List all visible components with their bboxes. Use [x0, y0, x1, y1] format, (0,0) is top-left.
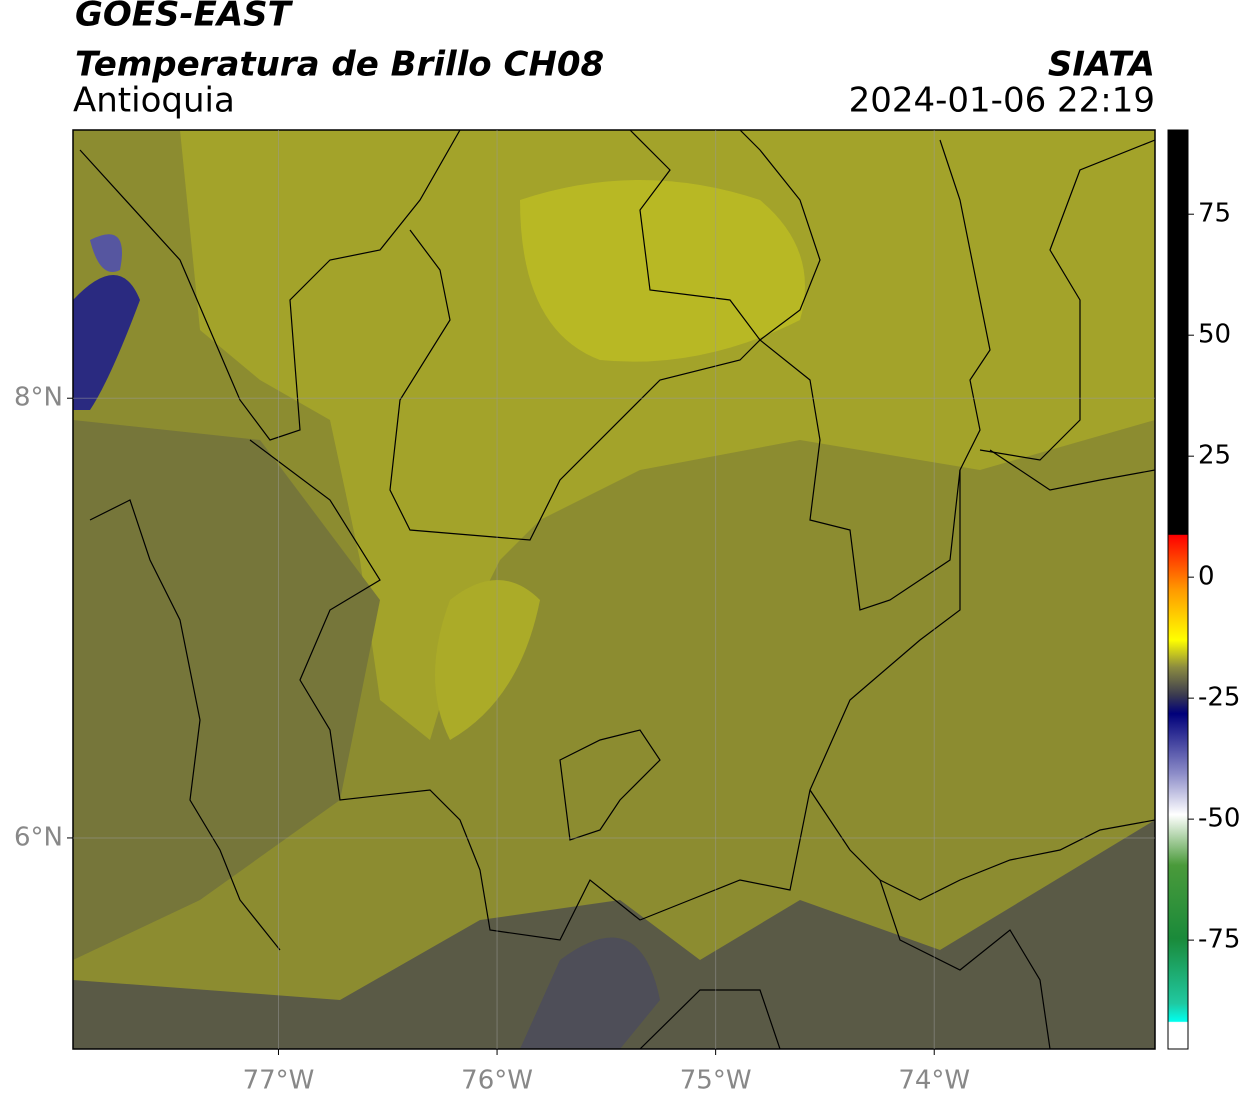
- colorbar-tick-label: -75: [1198, 925, 1240, 955]
- colorbar: [1167, 129, 1189, 1050]
- colorbar-tick-label: 25: [1198, 441, 1231, 471]
- borders: [79, 130, 1155, 1049]
- x-tick-label: 74°W: [898, 1066, 970, 1096]
- x-tick-label: 77°W: [243, 1066, 315, 1096]
- region: Antioquia: [73, 81, 235, 121]
- map-frame: [72, 129, 1156, 1050]
- cold-area: [73, 820, 1155, 1049]
- datetime: 2024-01-06 22:19: [849, 81, 1155, 121]
- y-tick-label: 8°N: [14, 383, 63, 413]
- cool-area: [73, 420, 380, 960]
- colorbar-tick-label: 50: [1198, 320, 1231, 350]
- border: [629, 130, 991, 611]
- very-cold-area: [73, 275, 140, 410]
- colorbar-tick-label: 0: [1198, 562, 1215, 592]
- very-cold-area: [90, 234, 122, 272]
- warm-area: [180, 130, 1155, 740]
- border: [809, 789, 1155, 901]
- border: [639, 879, 1051, 1049]
- border: [89, 499, 281, 951]
- colorbar-tick-label: -25: [1198, 683, 1240, 713]
- warm-area: [435, 580, 540, 740]
- x-tick-label: 76°W: [461, 1066, 533, 1096]
- border: [389, 130, 821, 541]
- title: GOES-EAST: [75, 0, 294, 35]
- colorbar-tick-label: 75: [1198, 199, 1231, 229]
- satellite-image: [73, 130, 1155, 1049]
- y-tick-label: 6°N: [14, 822, 63, 852]
- x-tick-label: 75°W: [680, 1066, 752, 1096]
- border: [989, 449, 1155, 491]
- border: [79, 130, 461, 441]
- subtitle: Temperatura de Brillo CH08: [75, 45, 604, 85]
- cold-area: [520, 937, 660, 1049]
- colorbar-tick-label: -50: [1198, 804, 1240, 834]
- warm-area: [520, 180, 805, 362]
- border: [249, 439, 961, 941]
- border: [979, 139, 1155, 461]
- source: SIATA: [1048, 45, 1155, 85]
